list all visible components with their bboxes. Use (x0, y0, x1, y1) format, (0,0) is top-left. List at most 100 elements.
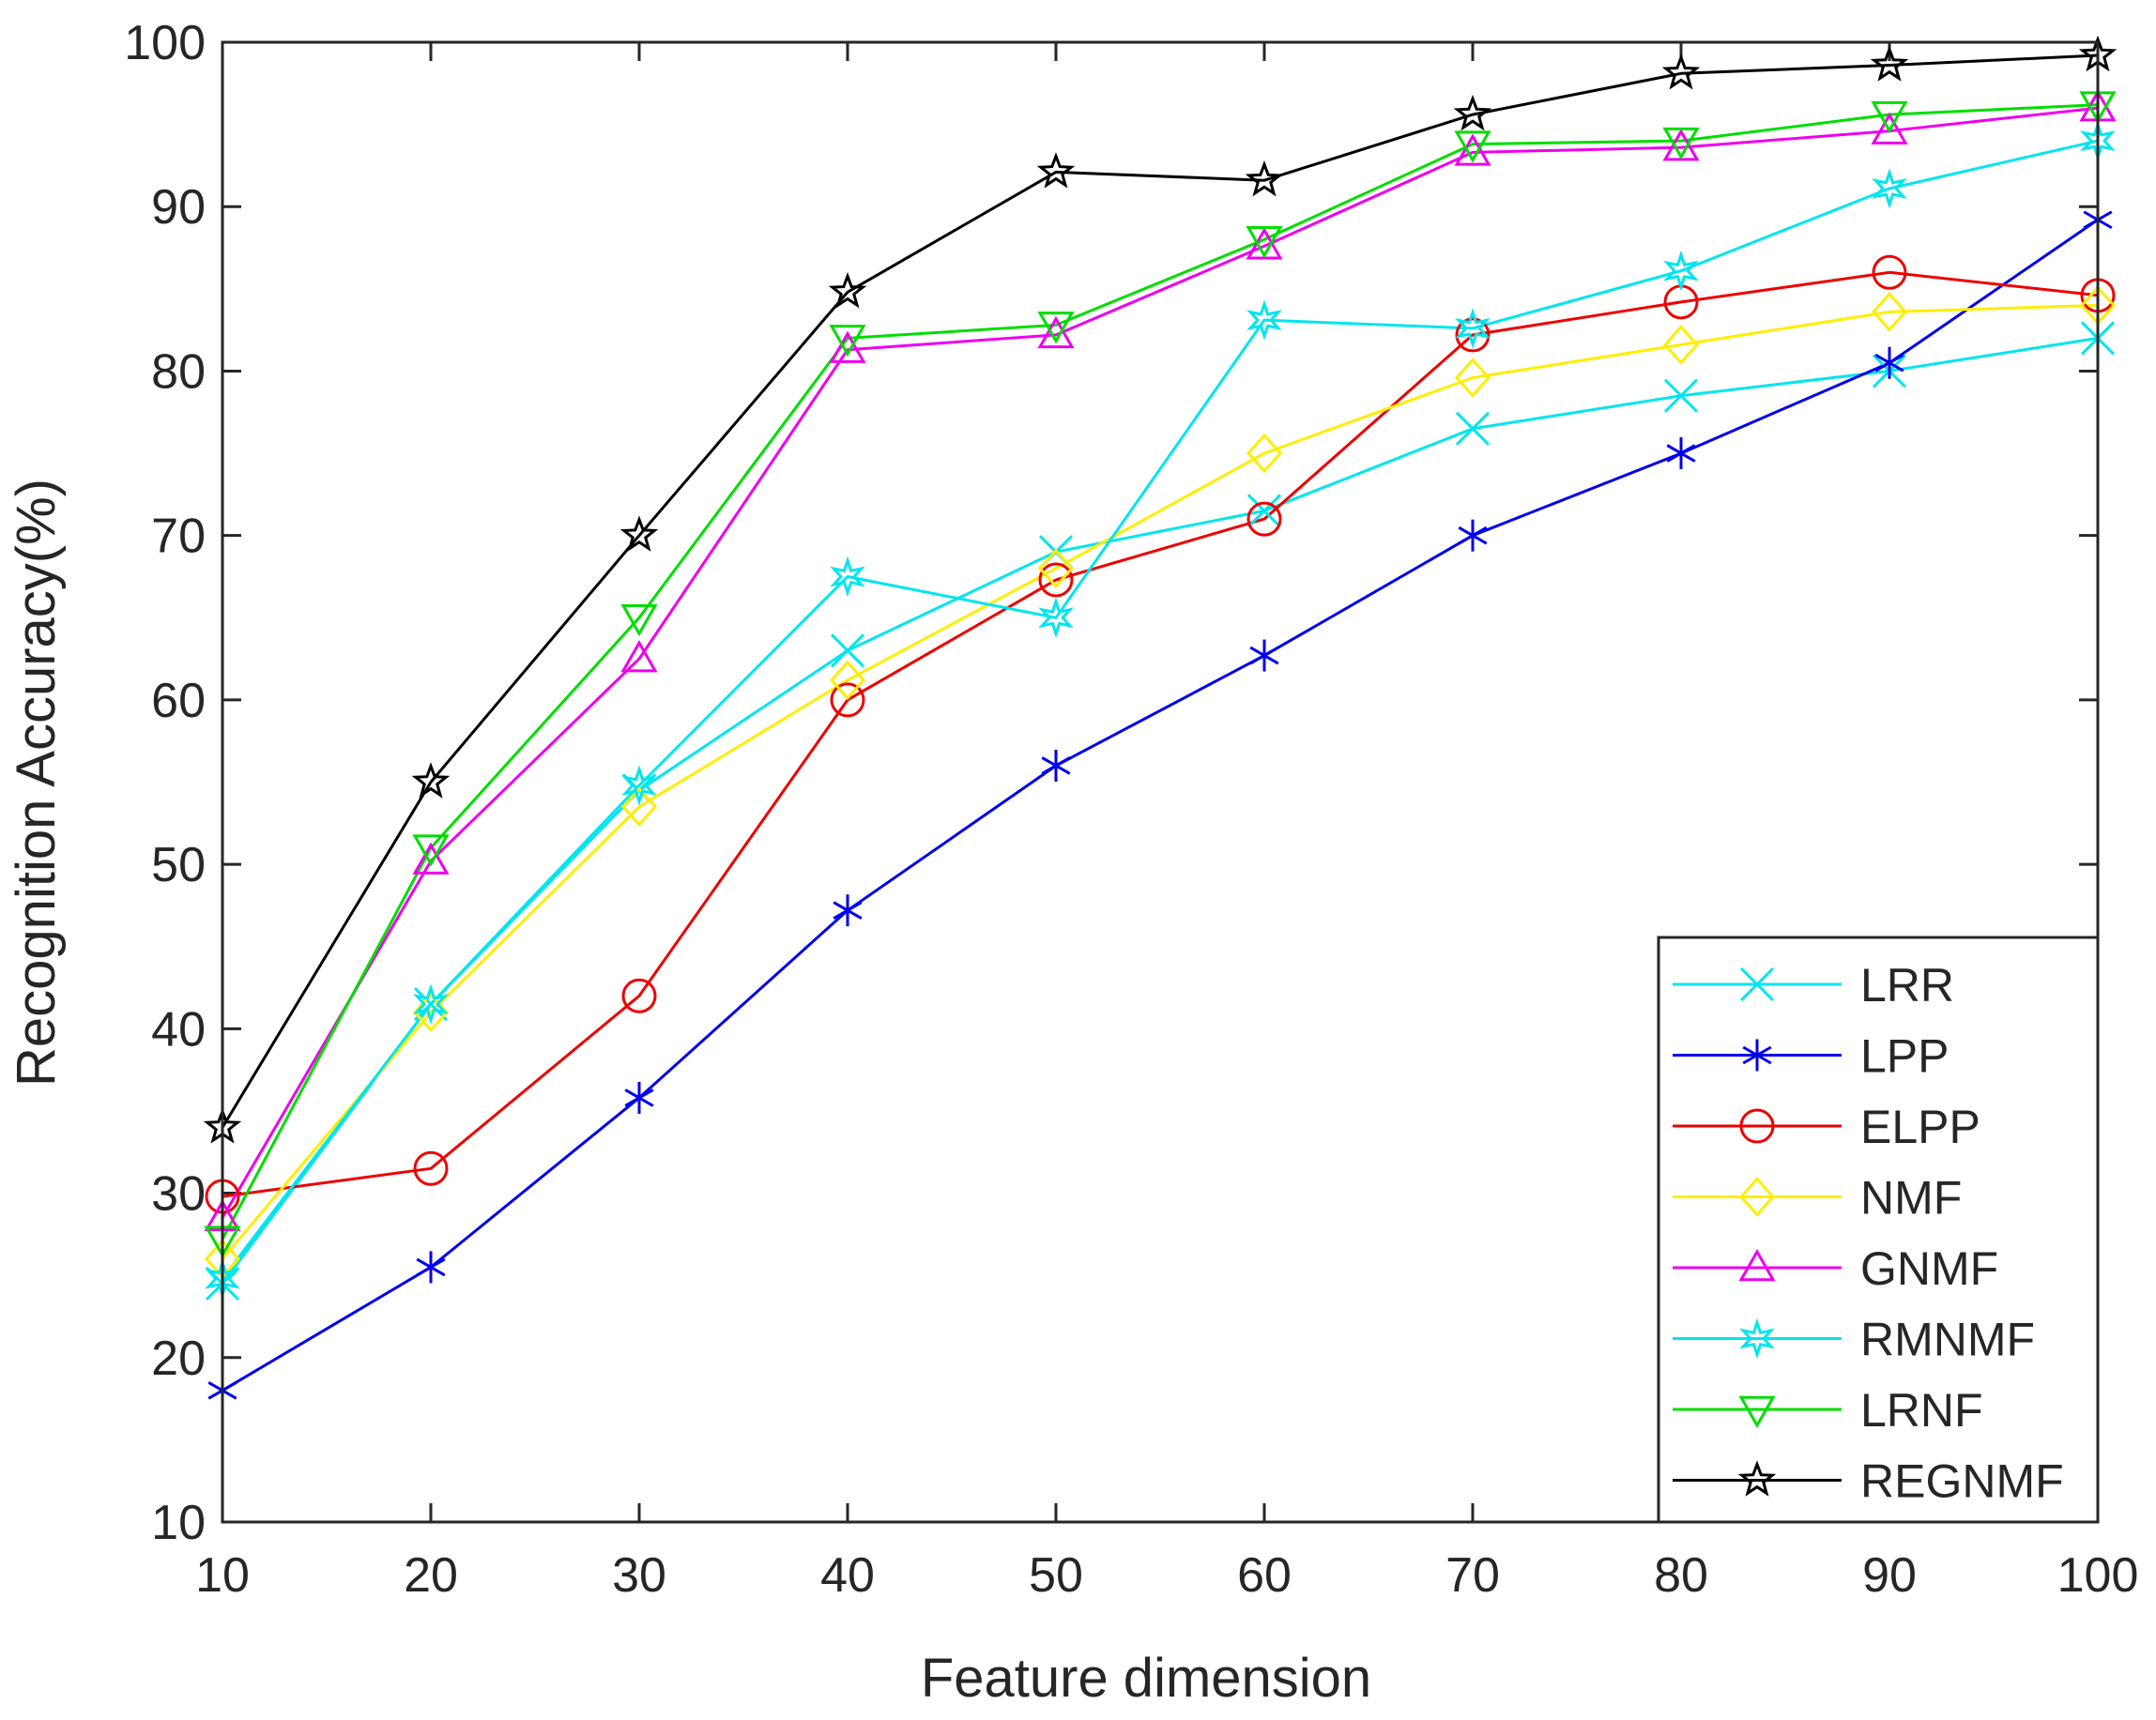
point-nmf-60 (1246, 433, 1283, 474)
x-axis-label: Feature dimension (921, 1648, 1371, 1709)
point-lpp-90 (1874, 346, 1904, 379)
legend-item-gnmf: GNMF (1673, 1242, 1998, 1295)
series-line-elpp (222, 270, 2099, 1198)
legend-label-regnmf: REGNMF (1860, 1455, 2064, 1508)
x-tick-label-80: 80 (1654, 1548, 1708, 1603)
point-rmnmf-40 (830, 556, 865, 598)
y-tick-label-100: 100 (124, 16, 206, 70)
point-regnmf-50 (1036, 152, 1076, 189)
point-regnmf-90 (1870, 45, 1909, 82)
point-gnmf-70 (1454, 133, 1491, 166)
legend-marker-lrnf (1738, 1395, 1776, 1429)
legend-marker-lrr (1739, 967, 1775, 1002)
point-regnmf-30 (619, 515, 659, 552)
x-tick-label-100: 100 (2057, 1548, 2139, 1603)
y-axis-label: Recognition Accuracy(%) (6, 479, 67, 1087)
point-lpp-20 (416, 1251, 446, 1284)
point-lrnf-90 (1871, 100, 1908, 134)
point-regnmf-70 (1453, 94, 1492, 131)
legend-item-lrr: LRR (1673, 959, 1954, 1012)
legend-item-lpp: LPP (1673, 1030, 1950, 1083)
legend-marker-rmnmf (1739, 1317, 1775, 1360)
point-lpp-70 (1458, 519, 1488, 552)
y-tick-label-70: 70 (151, 510, 206, 564)
series-line-lpp (222, 218, 2099, 1393)
x-tick-label-90: 90 (1862, 1548, 1917, 1603)
point-elpp-50 (1038, 562, 1074, 598)
point-elpp-90 (1872, 254, 1907, 290)
legend: LRR LPP ELPP NMF GNMF RMNMF LRNF REGNMF (1657, 936, 2100, 1524)
x-tick-label-40: 40 (820, 1548, 875, 1603)
legend-label-elpp: ELPP (1860, 1101, 1980, 1153)
point-lpp-30 (624, 1081, 654, 1114)
point-lrnf-80 (1662, 127, 1700, 160)
legend-marker-elpp (1739, 1108, 1775, 1144)
series-line-gnmf (221, 106, 2099, 1219)
legend-marker-regnmf (1737, 1460, 1777, 1497)
x-tick-label-30: 30 (612, 1548, 666, 1603)
point-regnmf-40 (828, 271, 867, 309)
x-tick-label-50: 50 (1029, 1548, 1083, 1603)
y-tick-label-40: 40 (151, 1002, 206, 1057)
point-lrnf-60 (1246, 226, 1283, 259)
series-line-lrnf (221, 103, 2099, 1241)
legend-item-rmnmf: RMNMF (1673, 1314, 2035, 1366)
point-rmnmf-30 (621, 765, 657, 806)
y-tick-label-80: 80 (151, 344, 206, 399)
x-tick-label-20: 20 (404, 1548, 458, 1603)
point-gnmf-90 (1871, 112, 1908, 145)
point-nmf-40 (829, 660, 866, 701)
plot-frame (221, 40, 2100, 1524)
point-nmf-70 (1454, 358, 1491, 398)
point-rmnmf-60 (1246, 299, 1282, 341)
legend-item-elpp: ELPP (1673, 1101, 1980, 1153)
y-tick-label-60: 60 (151, 674, 206, 728)
legend-item-nmf: NMF (1673, 1172, 1962, 1225)
point-lrnf-20 (412, 834, 450, 867)
legend-label-lrr: LRR (1860, 959, 1954, 1012)
legend-label-lpp: LPP (1860, 1030, 1950, 1083)
point-rmnmf-80 (1663, 250, 1699, 292)
legend-item-lrnf: LRNF (1673, 1384, 1983, 1437)
y-tick-label-50: 50 (151, 838, 206, 892)
point-nmf-90 (1871, 292, 1908, 332)
y-tick-label-10: 10 (151, 1496, 206, 1550)
point-elpp-30 (621, 978, 657, 1013)
point-elpp-40 (830, 682, 865, 718)
point-gnmf-50 (1037, 315, 1075, 349)
point-lrr-40 (830, 633, 865, 668)
point-lrr-80 (1663, 378, 1699, 413)
legend-marker-gnmf (1738, 1248, 1776, 1282)
x-tick-label-10: 10 (195, 1548, 250, 1603)
point-lpp-40 (833, 894, 863, 927)
series-line-nmf (221, 303, 2099, 1260)
series-line-regnmf (221, 53, 2099, 1129)
series-line-rmnmf (221, 139, 2099, 1280)
tick-labels: 10 20 30 40 50 60 70 80 90 100 10 20 30 40 50 60 70 80 90 1… (124, 16, 2138, 1603)
point-gnmf-40 (829, 330, 866, 363)
point-elpp-20 (413, 1150, 449, 1186)
point-nmf-30 (620, 786, 658, 828)
legend-label-nmf: NMF (1860, 1172, 1962, 1225)
point-elpp-70 (1455, 317, 1491, 353)
y-tick-label-30: 30 (151, 1167, 206, 1222)
point-nmf-20 (412, 992, 450, 1033)
y-tick-label-90: 90 (151, 180, 206, 235)
point-gnmf-20 (412, 842, 450, 875)
legend-box (1657, 936, 2100, 1524)
point-regnmf-80 (1661, 53, 1701, 90)
point-gnmf-30 (620, 640, 658, 673)
point-lrnf-50 (1037, 312, 1075, 344)
legend-marker-lpp (1742, 1039, 1772, 1072)
point-nmf-80 (1662, 325, 1700, 365)
legend-label-lrnf: LRNF (1860, 1384, 1983, 1437)
point-lpp-50 (1041, 749, 1071, 782)
y-tick-label-20: 20 (151, 1332, 206, 1386)
point-lpp-60 (1249, 639, 1279, 672)
legend-item-regnmf: REGNMF (1673, 1455, 2064, 1508)
point-lpp-80 (1666, 437, 1696, 470)
series-lines (221, 53, 2099, 1393)
x-tick-label-60: 60 (1237, 1548, 1292, 1603)
point-lrr-20 (413, 986, 449, 1022)
